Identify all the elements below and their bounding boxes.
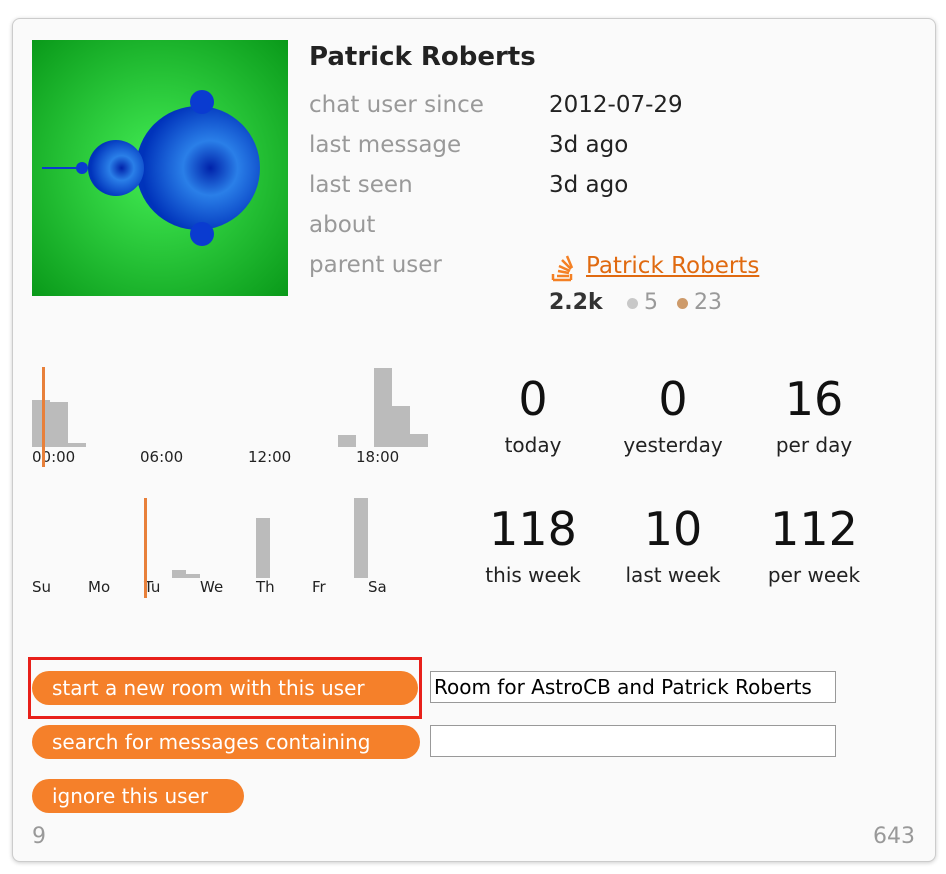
stat-value: 0 xyxy=(658,372,688,426)
day-label: Tu xyxy=(143,578,160,596)
stat-value: 0 xyxy=(518,372,548,426)
stat-label: per week xyxy=(767,563,861,587)
footer-right: 643 xyxy=(873,824,915,849)
bronze-badge-dot xyxy=(677,298,688,309)
now-marker xyxy=(42,367,45,467)
day-label: Su xyxy=(32,578,51,596)
field-label: last seen xyxy=(309,172,413,198)
week-bar xyxy=(256,518,270,578)
hour-label: 06:00 xyxy=(140,448,183,466)
hour-bar xyxy=(68,443,86,447)
stat-label: this week xyxy=(485,563,581,587)
field-label: about xyxy=(309,212,376,238)
reputation: 2.2k xyxy=(549,290,603,315)
search-input[interactable] xyxy=(430,725,836,757)
site-icon xyxy=(551,255,574,282)
day-label: Fr xyxy=(312,578,327,596)
hour-label: 18:00 xyxy=(356,448,399,466)
day-label: Th xyxy=(255,578,275,596)
day-label: Mo xyxy=(88,578,110,596)
hour-label: 12:00 xyxy=(248,448,291,466)
stat-value: 10 xyxy=(643,502,703,556)
hour-bar xyxy=(374,368,392,447)
hour-bar xyxy=(50,402,68,447)
stat-label: yesterday xyxy=(623,433,723,457)
ignore-button[interactable]: ignore this user xyxy=(32,779,244,813)
bronze-count: 23 xyxy=(694,290,722,315)
stat-value: 118 xyxy=(489,502,577,556)
field-value: 2012-07-29 xyxy=(549,92,683,118)
stat-label: last week xyxy=(625,563,721,587)
field-label: last message xyxy=(309,132,462,158)
hour-bar xyxy=(392,406,410,447)
stat-value: 112 xyxy=(770,502,858,556)
room-name-input[interactable]: Room for AstroCB and Patrick Roberts xyxy=(430,671,836,703)
day-label: We xyxy=(200,578,223,596)
stat-label: today xyxy=(504,433,562,457)
hour-bar xyxy=(410,434,428,447)
hour-bar xyxy=(32,400,50,447)
user-name: Patrick Roberts xyxy=(309,42,536,72)
footer-left: 9 xyxy=(32,824,46,849)
silver-badge-dot xyxy=(627,298,638,309)
silver-count: 5 xyxy=(644,290,658,315)
now-marker xyxy=(144,498,147,598)
week-bar xyxy=(172,570,186,578)
hour-bar xyxy=(338,435,356,447)
new-room-button[interactable]: start a new room with this user xyxy=(32,671,418,705)
stat-label: per day xyxy=(775,433,853,457)
week-bar xyxy=(354,498,368,578)
activity-charts: 00:00 06:00 12:00 18:00 Su Mo Tu We Th Fr Sa xyxy=(32,367,428,598)
avatar xyxy=(32,40,288,296)
search-button[interactable]: search for messages containing xyxy=(32,725,420,759)
field-value: 3d ago xyxy=(549,172,629,198)
field-label: chat user since xyxy=(309,92,484,118)
parent-user-link[interactable]: Patrick Roberts xyxy=(586,253,760,279)
week-bar xyxy=(186,574,200,578)
hour-label: 00:00 xyxy=(32,448,75,466)
stat-value: 16 xyxy=(784,372,844,426)
field-label: parent user xyxy=(309,252,442,278)
highlight-box xyxy=(28,657,422,719)
field-value: 3d ago xyxy=(549,132,629,158)
day-label: Sa xyxy=(368,578,387,596)
